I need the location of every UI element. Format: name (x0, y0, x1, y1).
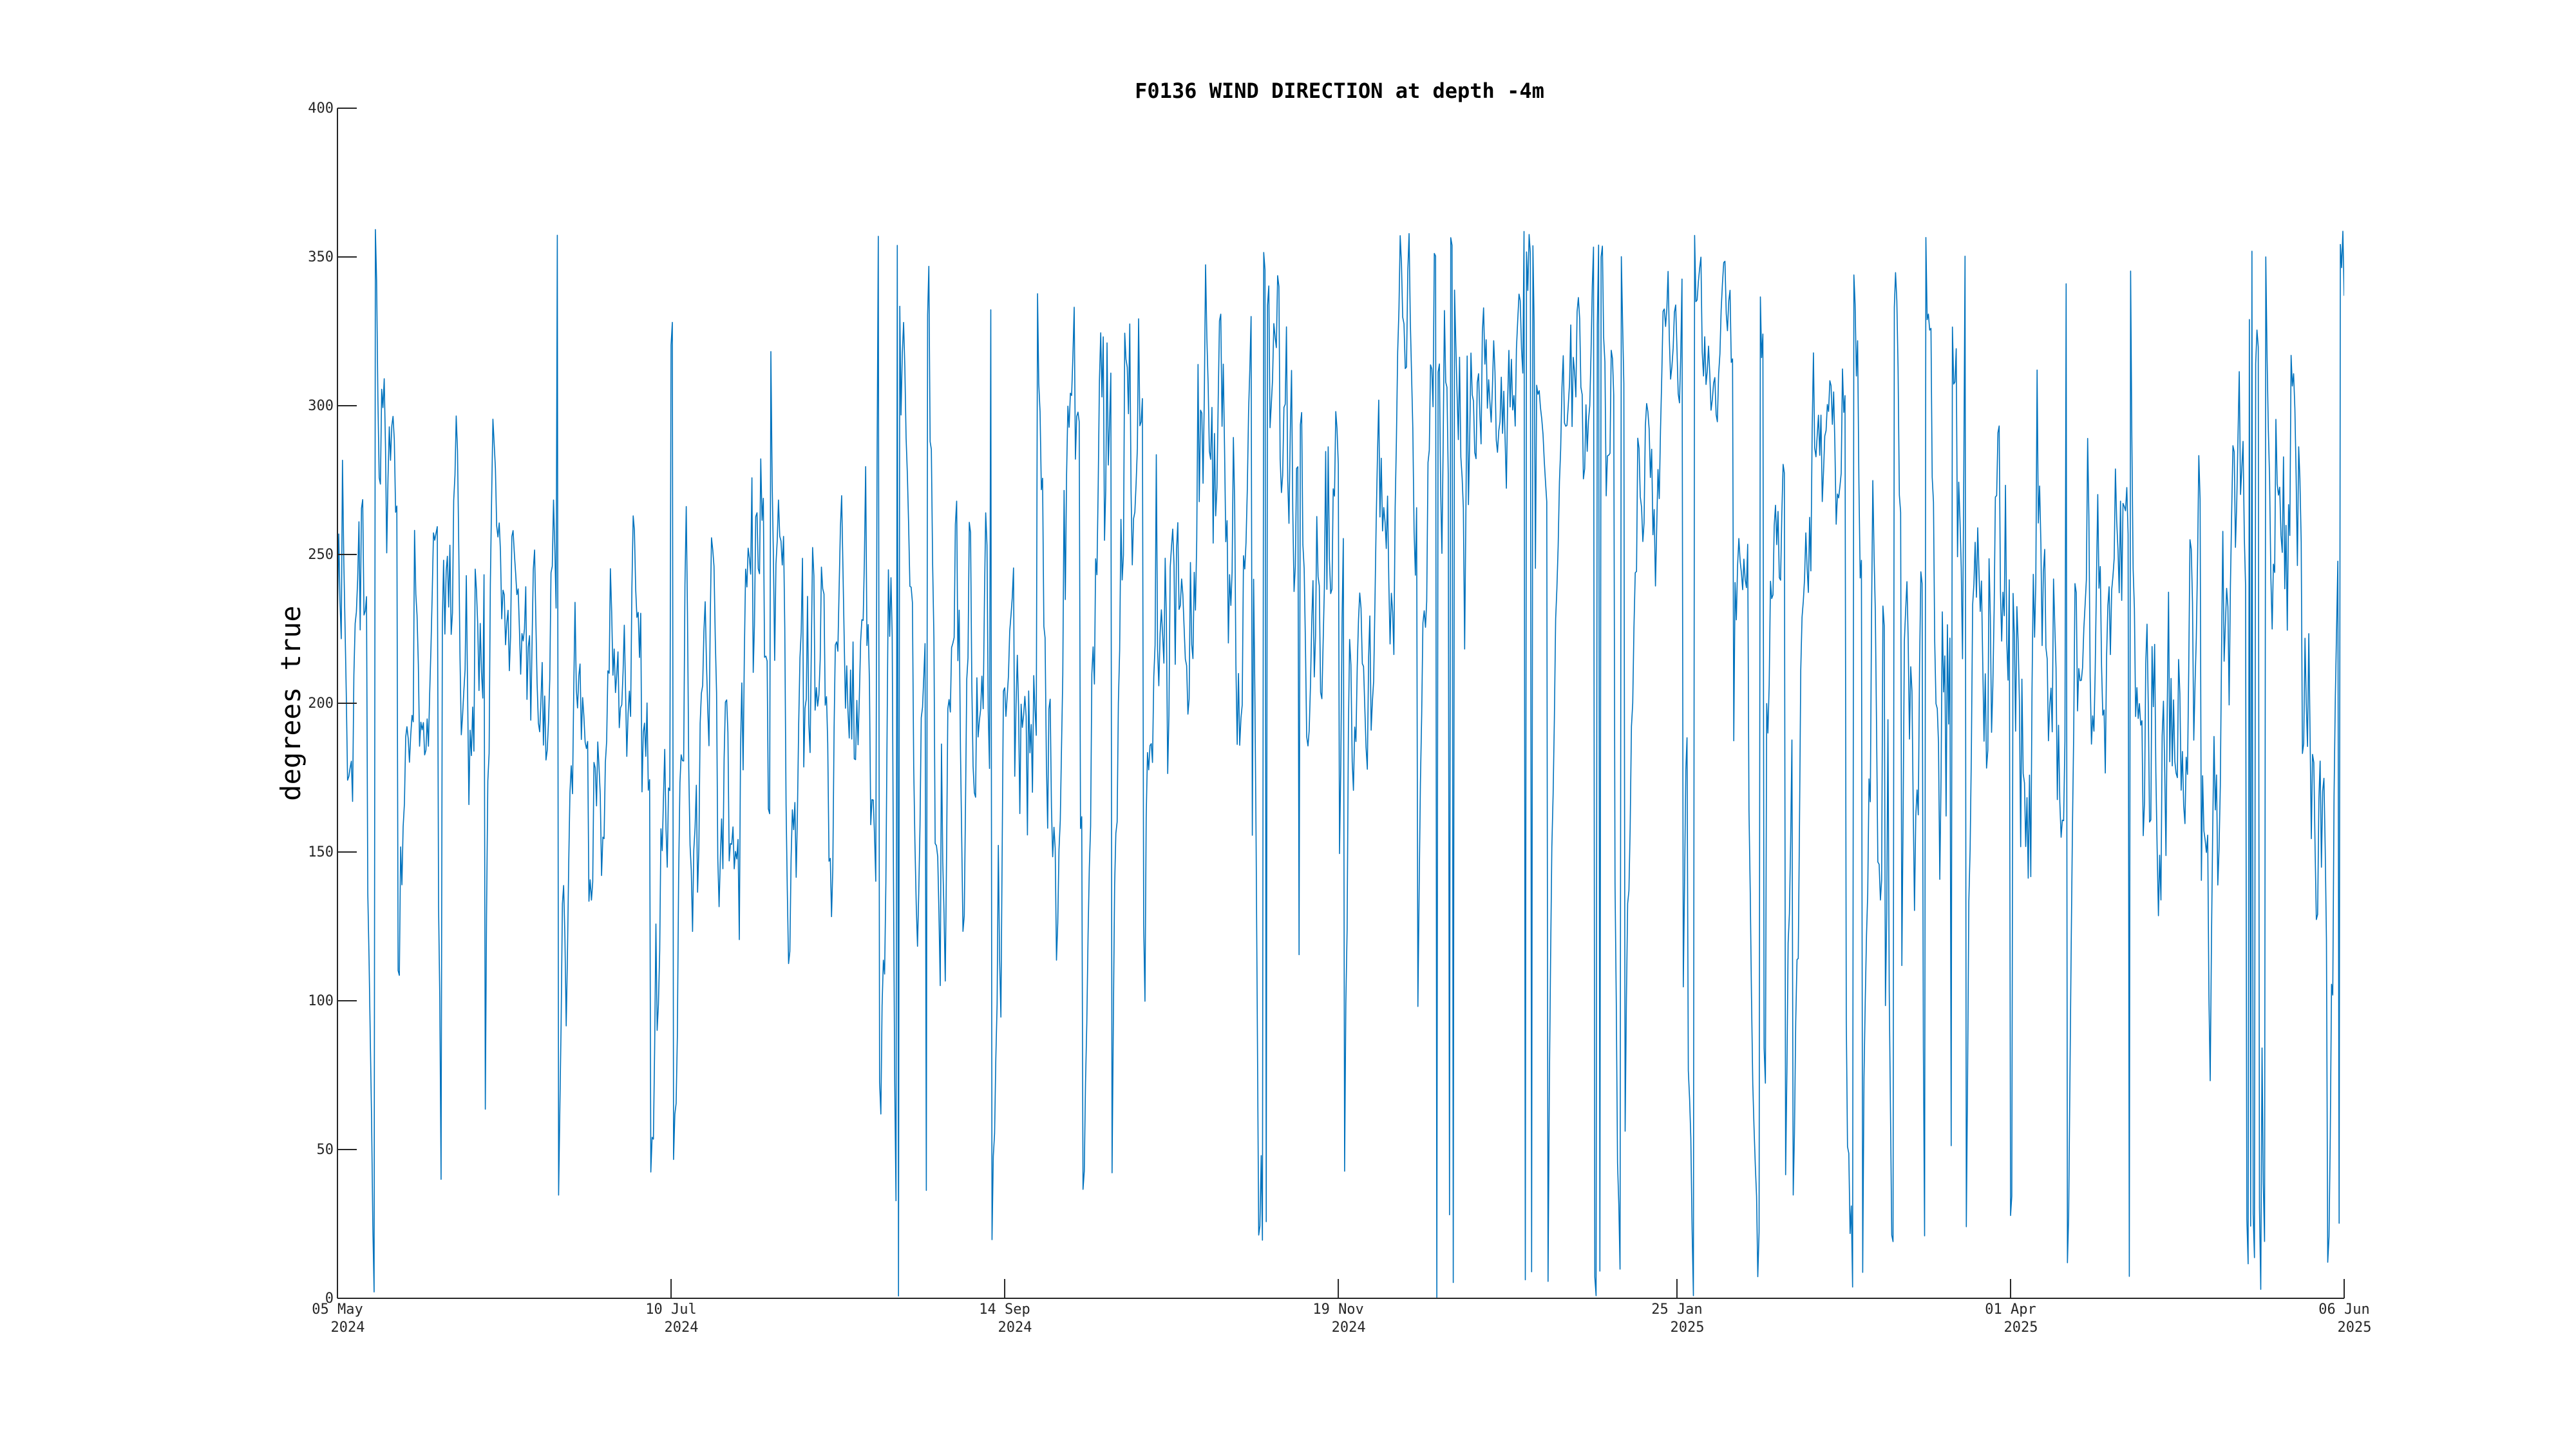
y-ticks: 0 50 100 150 200 250 300 350 400 (308, 100, 357, 1307)
x-tick-label: 05 May (312, 1302, 363, 1318)
x-tick-label-year: 2024 (1332, 1320, 1366, 1336)
y-tick-label: 200 (308, 696, 334, 712)
x-tick-label: 01 Apr (1985, 1302, 2036, 1318)
axes (337, 108, 2344, 1299)
x-tick-label-year: 2025 (2003, 1320, 2038, 1336)
y-tick-label: 150 (308, 844, 334, 860)
y-tick-label: 400 (308, 100, 334, 117)
y-tick-label: 50 (317, 1142, 334, 1158)
x-tick-label: 06 Jun (2318, 1302, 2369, 1318)
x-tick-label-year: 2025 (1670, 1320, 1704, 1336)
x-tick-label: 14 Sep (979, 1302, 1030, 1318)
x-tick-label-year: 2024 (331, 1320, 365, 1336)
x-ticks: 05 May 2024 10 Jul 2024 14 Sep 2024 19 Nov 2024… (312, 1279, 2371, 1336)
x-tick-label-year: 2024 (998, 1320, 1032, 1336)
y-tick-label: 100 (308, 993, 334, 1009)
x-tick-label: 25 Jan (1651, 1302, 1702, 1318)
y-axis-label: degrees true (275, 605, 307, 800)
x-tick-label: 10 Jul (645, 1302, 696, 1318)
x-tick-label-year: 2025 (2338, 1320, 2372, 1336)
series-line-wind-direction (337, 229, 2344, 1298)
chart-title: F0136 WIND DIRECTION at depth -4m (1135, 79, 1544, 103)
y-tick-label: 300 (308, 398, 334, 414)
x-tick-label-year: 2024 (665, 1320, 699, 1336)
plot-area (337, 229, 2344, 1298)
y-tick-label: 0 (325, 1291, 334, 1307)
y-tick-label: 250 (308, 547, 334, 563)
x-tick-label: 19 Nov (1312, 1302, 1363, 1318)
y-tick-label: 350 (308, 249, 334, 265)
